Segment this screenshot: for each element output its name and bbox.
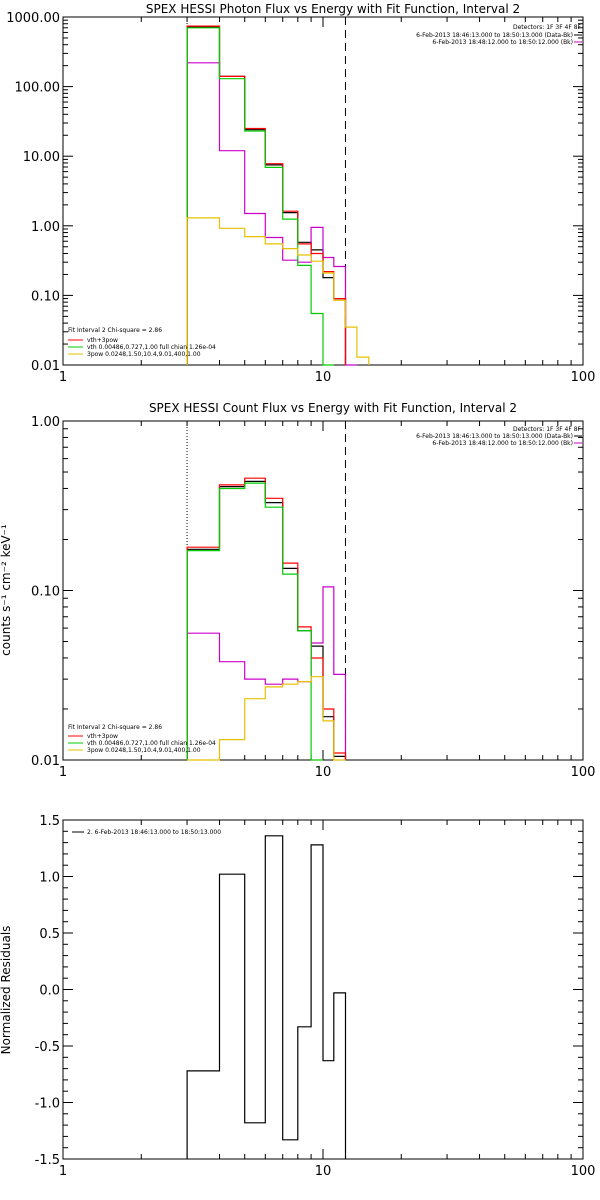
- x-tick-label: 1: [59, 370, 67, 385]
- x-tick-label: 1: [59, 765, 67, 780]
- photon-flux-vlines: [186, 17, 346, 365]
- residuals-axes: 1 10 100 -1.5 -1.0 -0.5 0.0 0.5 1.0 1.5: [35, 814, 596, 1179]
- series-line: [186, 835, 347, 1159]
- series-line: [186, 586, 347, 760]
- residuals-panel: Normalized Residuals 1 10 100 -1.5 -1.0 -0.5 0…: [0, 814, 595, 1179]
- legend-entry-vth: vth 0.00486,0.727,1.00 full chian 1.26e-…: [87, 740, 216, 747]
- count-flux-series: [186, 477, 347, 761]
- photon-flux-axes: 1 10 100 0.01 0.10 1.00 10.00 100.00 1000.00: [6, 11, 595, 385]
- photon-flux-series: [186, 25, 370, 366]
- legend-entry-bk: 6-Feb-2013 18:48:12.000 to 18:50:12.000 …: [432, 440, 573, 447]
- y-tick-label: 0.5: [39, 927, 60, 942]
- y-tick-label: 1.00: [31, 415, 60, 430]
- x-tick-label: 100: [571, 370, 596, 385]
- residuals-legend: 2. 6-Feb-2013 18:46:13.000 to 18:50:13.0…: [72, 829, 221, 836]
- series-line: [186, 482, 323, 761]
- count-flux-ylabel: counts s⁻¹ cm⁻² keV⁻¹: [0, 524, 13, 656]
- series-line: [186, 480, 347, 760]
- detectors-label: Detectors: 1F 3F 4F 8F: [513, 24, 582, 31]
- series-line: [186, 26, 347, 365]
- x-tick-label: 1: [59, 1164, 67, 1179]
- y-tick-label: 0.01: [31, 754, 60, 769]
- legend-entry-vth3pow: vth+3pow: [87, 337, 118, 344]
- photon-flux-plot-frame: [62, 16, 584, 366]
- y-tick-label: -1.5: [35, 1153, 60, 1168]
- legend-entry-data-bk: 6-Feb-2013 18:46:13.000 to 18:50:13.000 …: [416, 433, 573, 440]
- y-tick-label: 0.10: [31, 585, 60, 600]
- series-line: [186, 62, 357, 366]
- series-line: [186, 25, 347, 365]
- x-tick-label: 100: [571, 765, 596, 780]
- residuals-ylabel: Normalized Residuals: [0, 926, 13, 1055]
- photon-flux-title: SPEX HESSI Photon Flux vs Energy with Fi…: [146, 2, 520, 16]
- y-tick-label: 0.10: [31, 289, 60, 304]
- y-tick-label: 1000.00: [6, 11, 60, 26]
- y-tick-label: 100.00: [15, 81, 61, 96]
- legend-entry-3pow: 3pow 0.0248,1.50,10.4,9.01,400,1.00: [87, 747, 201, 754]
- y-tick-label: 1.00: [31, 220, 60, 235]
- legend-entry-vth3pow: vth+3pow: [87, 733, 118, 740]
- y-tick-label: -0.5: [35, 1040, 60, 1055]
- series-line: [186, 27, 334, 366]
- series-line: [186, 217, 370, 365]
- fit-interval-label: Fit Interval 2 Chi-square = 2.86: [68, 327, 162, 334]
- y-tick-label: 0.0: [39, 984, 60, 999]
- legend-entry-bk: 6-Feb-2013 18:48:12.000 to 18:50:12.000 …: [432, 39, 573, 46]
- count-flux-legend-fit: Fit Interval 2 Chi-square = 2.86 vth+3po…: [68, 724, 216, 754]
- y-tick-label: 1.5: [39, 814, 60, 829]
- legend-entry-data-bk: 6-Feb-2013 18:46:13.000 to 18:50:13.000 …: [416, 32, 573, 39]
- y-tick-label: -1.0: [35, 1097, 60, 1112]
- y-tick-label: 0.01: [31, 359, 60, 374]
- count-flux-axes: 1 10 100 0.01 0.10 1.00: [31, 415, 595, 780]
- legend-entry-3pow: 3pow 0.0248,1.50,10.4,9.01,400,1.00: [87, 351, 201, 358]
- series-line: [186, 477, 347, 760]
- fit-interval-label: Fit Interval 2 Chi-square = 2.86: [68, 724, 162, 731]
- x-tick-label: 10: [315, 370, 332, 385]
- y-tick-label: 10.00: [23, 150, 60, 165]
- legend-entry-residuals: 2. 6-Feb-2013 18:46:13.000 to 18:50:13.0…: [87, 829, 221, 836]
- photon-flux-panel: SPEX HESSI Photon Flux vs Energy with Fi…: [6, 2, 595, 385]
- count-flux-vlines: [186, 421, 346, 760]
- count-flux-panel: SPEX HESSI Count Flux vs Energy with Fit…: [0, 401, 595, 780]
- legend-entry-vth: vth 0.00486,0.727,1.00 full chian 1.26e-…: [87, 344, 216, 351]
- detectors-label: Detectors: 1F 3F 4F 8F: [513, 426, 582, 433]
- series-line: [187, 676, 346, 761]
- photon-flux-legend-detectors: Detectors: 1F 3F 4F 8F 6-Feb-2013 18:46:…: [416, 24, 582, 46]
- residuals-series: [186, 835, 347, 1159]
- count-flux-legend-detectors: Detectors: 1F 3F 4F 8F 6-Feb-2013 18:46:…: [416, 426, 582, 447]
- y-tick-label: 1.0: [39, 871, 60, 886]
- x-tick-label: 100: [571, 1164, 596, 1179]
- x-tick-label: 10: [315, 1164, 332, 1179]
- photon-flux-legend-fit: Fit Interval 2 Chi-square = 2.86 vth+3po…: [68, 327, 216, 358]
- count-flux-title: SPEX HESSI Count Flux vs Energy with Fit…: [149, 401, 517, 415]
- x-tick-label: 10: [315, 765, 332, 780]
